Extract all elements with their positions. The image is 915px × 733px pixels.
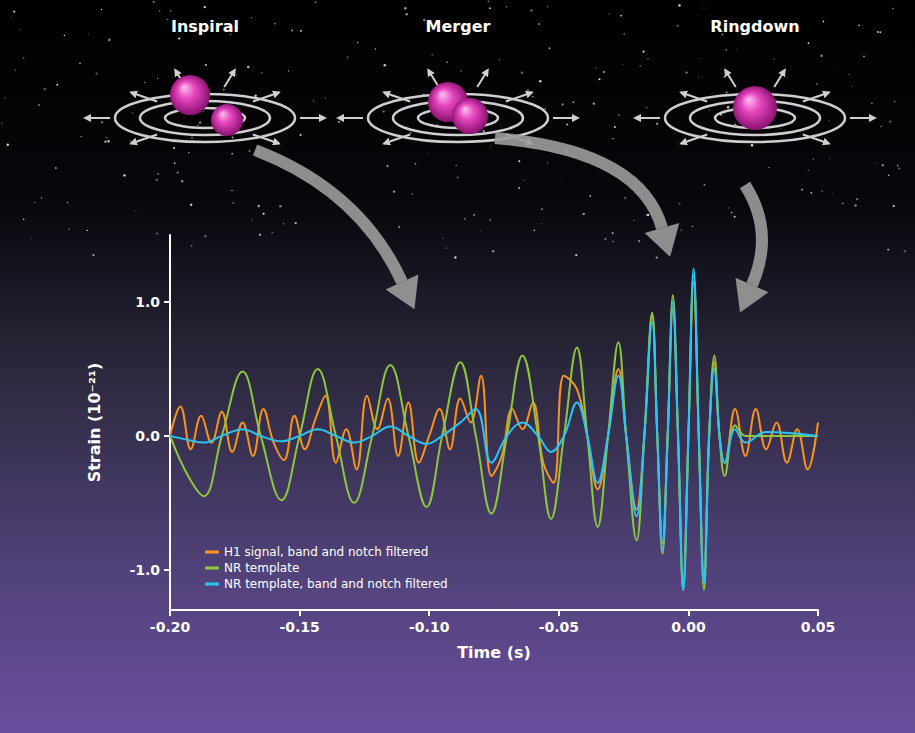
svg-text:-1.0: -1.0 — [129, 562, 160, 578]
svg-text:0.00: 0.00 — [671, 619, 706, 635]
svg-text:H1 signal, band and notch filt: H1 signal, band and notch filtered — [224, 545, 428, 559]
svg-text:-0.15: -0.15 — [279, 619, 319, 635]
svg-text:-0.10: -0.10 — [409, 619, 450, 635]
svg-text:Time (s): Time (s) — [457, 643, 531, 662]
svg-text:0.05: 0.05 — [801, 619, 836, 635]
svg-text:Inspiral: Inspiral — [171, 17, 239, 36]
svg-text:NR template: NR template — [224, 561, 299, 575]
svg-text:-0.05: -0.05 — [539, 619, 579, 635]
svg-text:Merger: Merger — [426, 17, 491, 36]
svg-text:-0.20: -0.20 — [150, 619, 191, 635]
svg-text:Ringdown: Ringdown — [710, 17, 799, 36]
svg-text:NR template, band and notch fi: NR template, band and notch filtered — [224, 577, 448, 591]
svg-text:1.0: 1.0 — [135, 294, 160, 310]
svg-text:0.0: 0.0 — [135, 428, 160, 444]
svg-text:Strain (10⁻²¹): Strain (10⁻²¹) — [85, 363, 104, 483]
